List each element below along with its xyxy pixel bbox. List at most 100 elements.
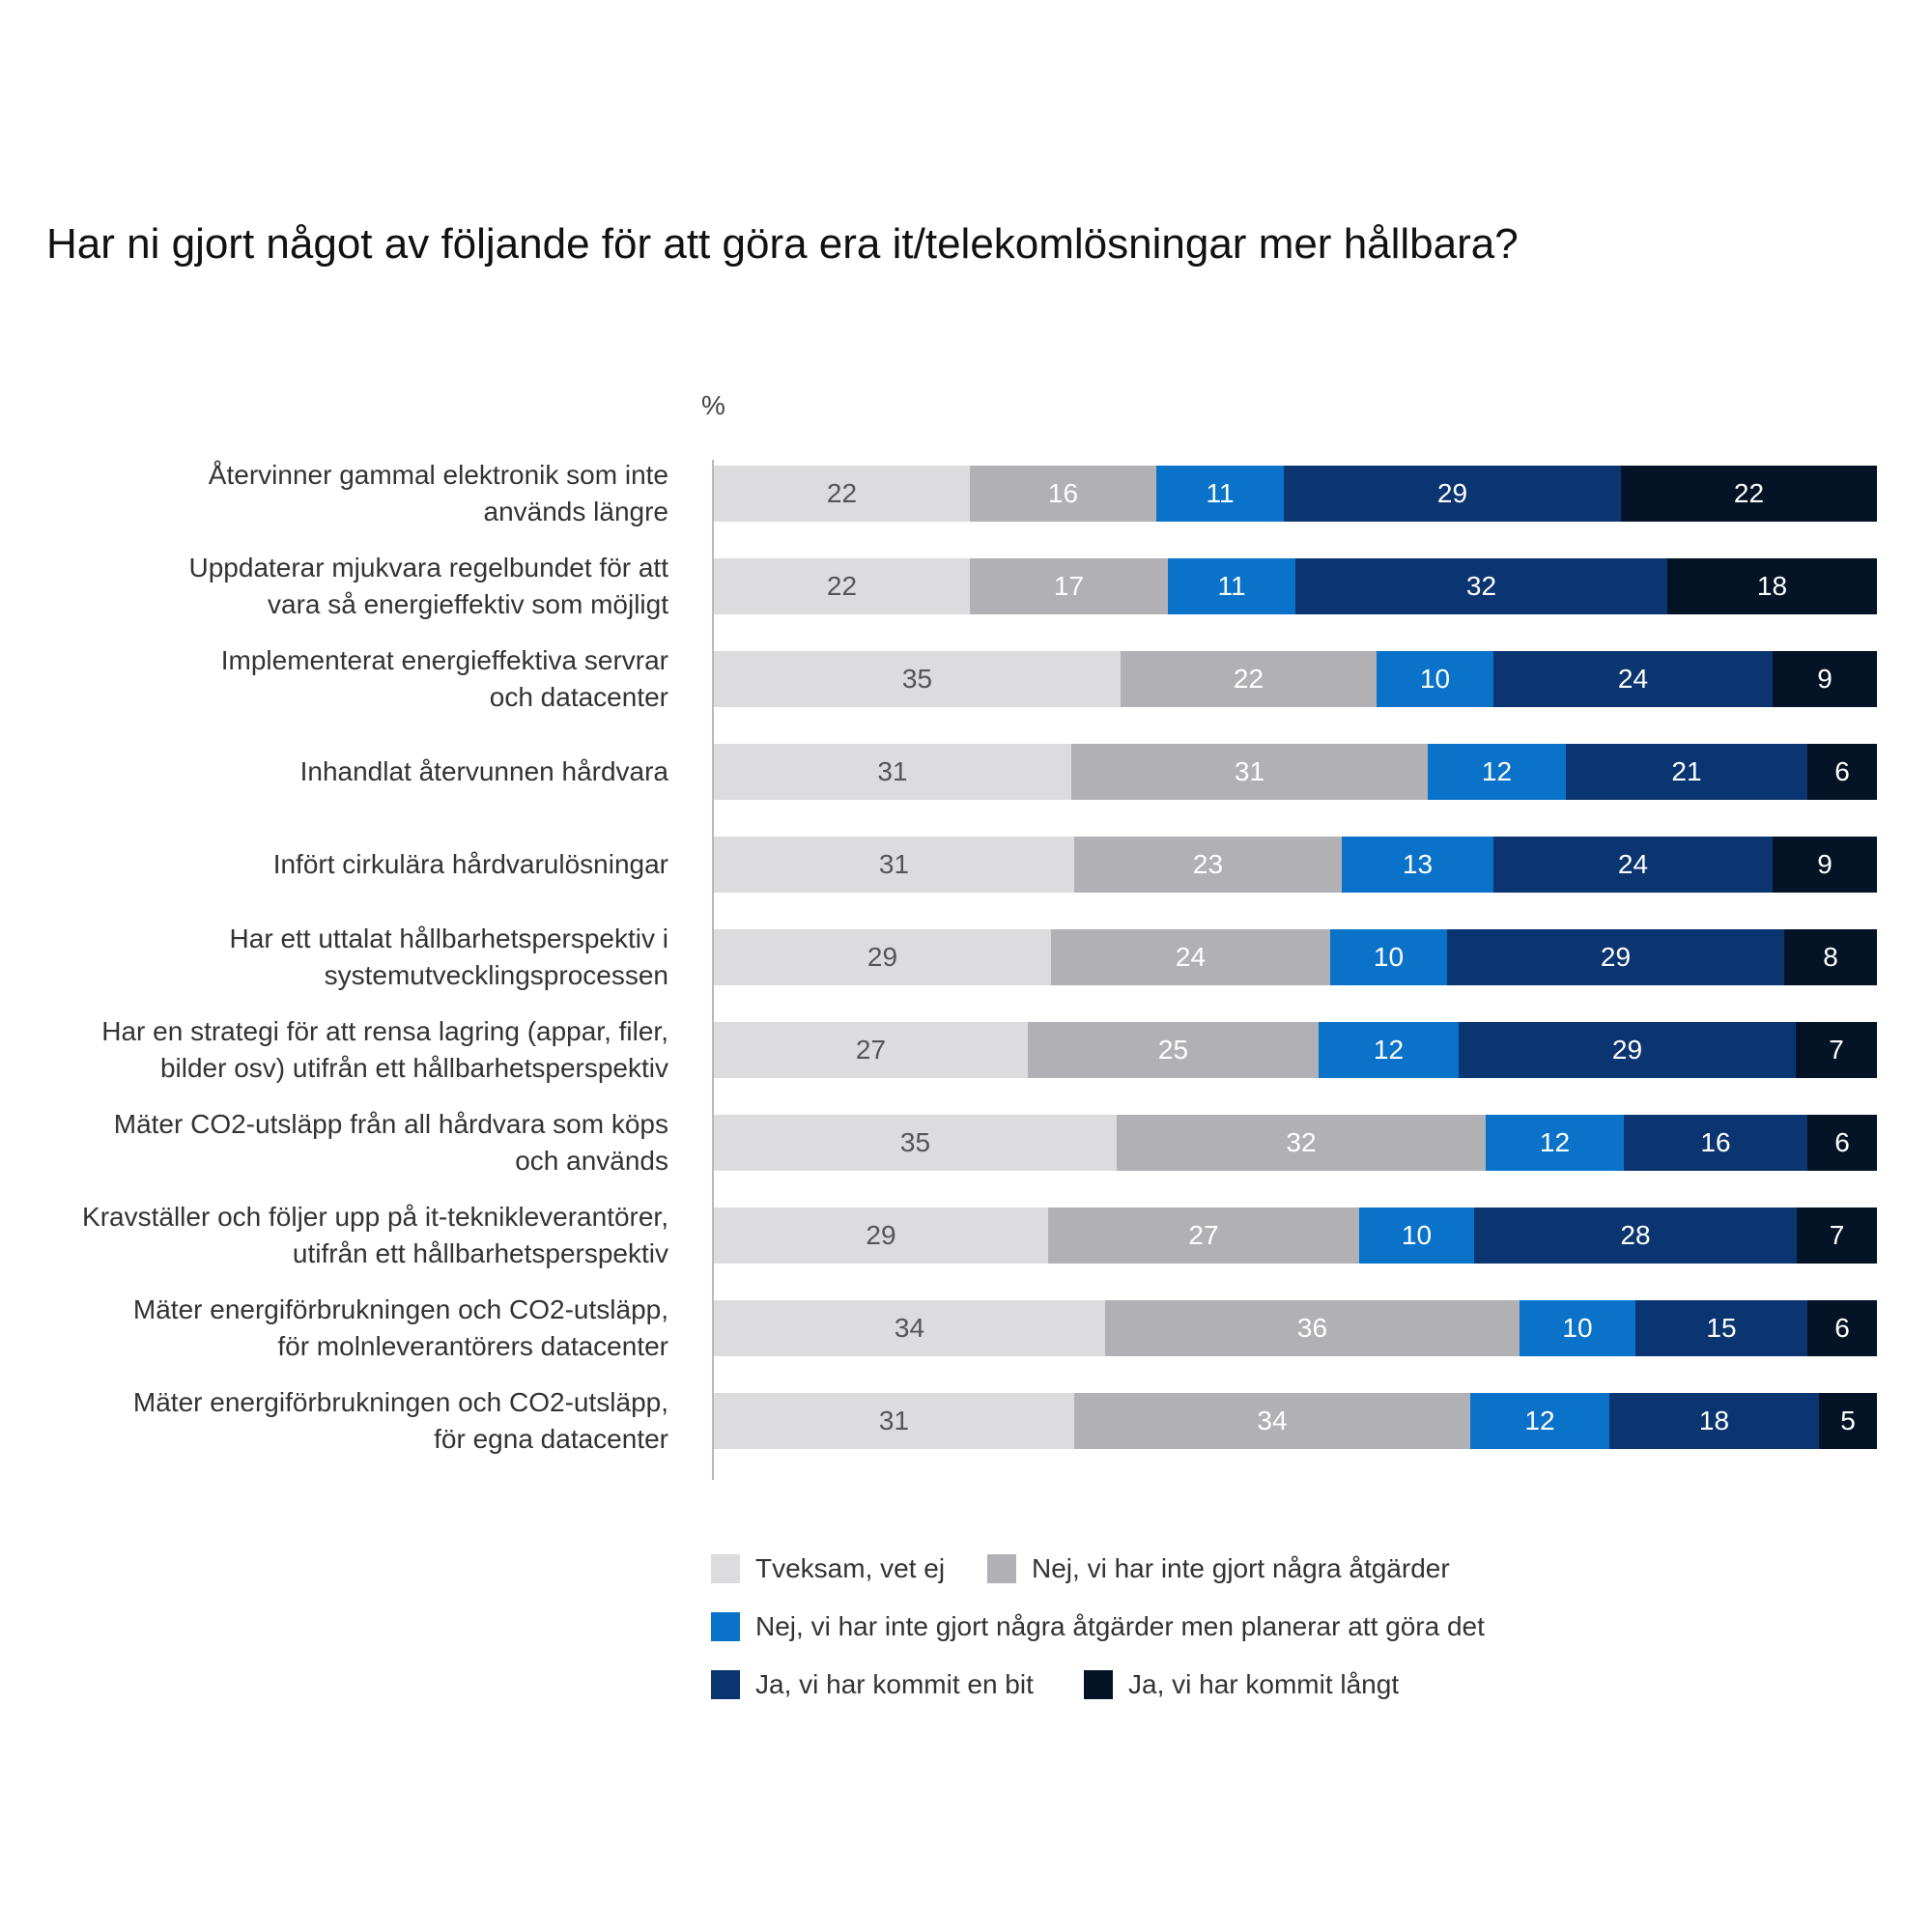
data-label: 29 <box>866 1220 896 1250</box>
data-label: 27 <box>855 1035 887 1065</box>
data-label: 11 <box>1206 478 1235 508</box>
data-label: 35 <box>899 1127 931 1157</box>
bar-row: 35 32 12 16 6 <box>714 1115 1877 1171</box>
category-label: Mäter energiförbrukningen och CO2-utsläp… <box>39 1382 668 1460</box>
category-label-line: Inhandlat återvunnen hårdvara <box>299 756 668 786</box>
bar-segment: 31 <box>714 1393 1074 1449</box>
bar-segment: 10 <box>1330 929 1447 985</box>
data-label: 31 <box>878 1406 910 1435</box>
category-label-line: Har en strategi för att rensa lagring (a… <box>101 1016 668 1046</box>
legend-item: Nej, vi har inte gjort några åtgärder <box>987 1553 1450 1584</box>
data-label: 22 <box>826 478 858 508</box>
bar-segment: 17 <box>970 558 1168 614</box>
bar-segment: 23 <box>1074 837 1342 893</box>
category-label: Kravställer och följer upp på it-teknikl… <box>39 1197 668 1274</box>
category-label: Återvinner gammal elektronik som inte anv… <box>39 455 668 532</box>
bar-segment: 18 <box>1609 1393 1819 1449</box>
bar-segment: 12 <box>1428 744 1566 800</box>
data-label: 35 <box>901 664 933 694</box>
category-label: Har ett uttalat hållbarhetsperspektiv i s… <box>39 919 668 996</box>
bar-segment: 7 <box>1796 1022 1877 1078</box>
data-label: 27 <box>1188 1220 1219 1250</box>
bar-segment: 34 <box>1074 1393 1470 1449</box>
legend-label: Ja, vi har kommit långt <box>1128 1669 1400 1699</box>
data-label: 22 <box>826 571 858 601</box>
bar-row: 31 31 12 21 6 <box>714 744 1877 800</box>
category-label-line: Kravställer och följer upp på it-teknikl… <box>82 1202 668 1232</box>
legend-label: Nej, vi har inte gjort några åtgärder <box>1032 1553 1450 1583</box>
category-label: Mäter CO2-utsläpp från all hårdvara som … <box>39 1104 668 1181</box>
category-label-line: Mäter energiförbrukningen och CO2-utsläp… <box>132 1294 668 1324</box>
bar-segment: 22 <box>714 558 970 614</box>
bar-row: 35 22 10 24 9 <box>714 651 1877 707</box>
category-label-line: och används <box>515 1146 668 1176</box>
bar-segment: 32 <box>1117 1115 1486 1171</box>
data-label: 29 <box>1600 942 1632 972</box>
legend-item: Tveksam, vet ej <box>711 1553 945 1584</box>
unit-label: % <box>701 390 725 420</box>
category-label-line: Mäter energiförbrukningen och CO2-utsläp… <box>132 1387 668 1417</box>
data-label: 7 <box>1829 1035 1844 1065</box>
bar-row: 22 17 11 32 18 <box>714 558 1877 614</box>
data-label: 34 <box>1257 1406 1288 1435</box>
data-label: 10 <box>1562 1313 1593 1343</box>
data-label: 24 <box>1175 942 1207 972</box>
bar-segment: 27 <box>1048 1208 1359 1264</box>
category-label: Inhandlat återvunnen hårdvara <box>39 733 668 810</box>
category-label-line: används längre <box>483 497 668 526</box>
bar-segment: 6 <box>1807 1300 1877 1356</box>
legend-swatch <box>711 1612 740 1641</box>
bar-segment: 24 <box>1493 651 1773 707</box>
bar-segment: 31 <box>1071 744 1428 800</box>
chart-title: Har ni gjort något av följande för att g… <box>46 220 1519 268</box>
data-label: 16 <box>1047 478 1079 508</box>
data-label: 10 <box>1373 942 1405 972</box>
data-label: 24 <box>1617 664 1649 694</box>
category-label-line: för egna datacenter <box>434 1424 668 1454</box>
data-label: 31 <box>877 756 908 786</box>
data-label: 7 <box>1829 1220 1845 1250</box>
category-label: Mäter energiförbrukningen och CO2-utsläp… <box>39 1290 668 1367</box>
bar-segment: 6 <box>1807 1115 1877 1171</box>
bar-row: 31 34 12 18 5 <box>714 1393 1877 1449</box>
bar-segment: 9 <box>1773 651 1877 707</box>
bar-segment: 16 <box>970 466 1156 522</box>
bar-segment: 11 <box>1156 466 1284 522</box>
bar-segment: 5 <box>1819 1393 1877 1449</box>
bar-row: 34 36 10 15 6 <box>714 1300 1877 1356</box>
data-label: 11 <box>1217 571 1246 601</box>
data-label: 23 <box>1192 849 1224 879</box>
data-label: 12 <box>1373 1035 1405 1065</box>
bar-segment: 22 <box>1621 466 1877 522</box>
data-label: 32 <box>1286 1127 1317 1157</box>
category-label-line: för molnleverantörers datacenter <box>277 1331 668 1361</box>
data-label: 6 <box>1834 1127 1850 1157</box>
data-label: 5 <box>1840 1406 1856 1435</box>
bar-segment: 36 <box>1105 1300 1520 1356</box>
legend-label: Tveksam, vet ej <box>755 1553 946 1583</box>
category-label-line: systemutvecklingsprocessen <box>324 960 668 990</box>
data-label: 31 <box>1234 756 1265 786</box>
bar-segment: 10 <box>1377 651 1493 707</box>
data-label: 9 <box>1817 664 1833 694</box>
bar-segment: 12 <box>1470 1393 1609 1449</box>
bar-segment: 16 <box>1624 1115 1807 1171</box>
legend-swatch <box>1084 1670 1113 1699</box>
data-label: 34 <box>894 1313 925 1343</box>
bar-segment: 24 <box>1051 929 1330 985</box>
data-label: 22 <box>1233 664 1264 694</box>
data-label: 10 <box>1401 1220 1433 1250</box>
bar-row: 29 24 10 29 8 <box>714 929 1877 985</box>
category-label-line: och datacenter <box>489 682 668 712</box>
bar-segment: 18 <box>1667 558 1877 614</box>
data-label: 29 <box>1611 1035 1643 1065</box>
bar-segment: 6 <box>1807 744 1877 800</box>
data-label: 18 <box>1698 1406 1730 1435</box>
bar-segment: 12 <box>1319 1022 1459 1078</box>
data-label: 16 <box>1700 1127 1731 1157</box>
data-label: 12 <box>1481 756 1513 786</box>
data-label: 31 <box>878 849 910 879</box>
data-label: 12 <box>1524 1406 1555 1435</box>
category-label-line: Infört cirkulära hårdvarulösningar <box>272 849 668 879</box>
category-label-line: bilder osv) utifrån ett hållbarhetspersp… <box>159 1053 668 1083</box>
